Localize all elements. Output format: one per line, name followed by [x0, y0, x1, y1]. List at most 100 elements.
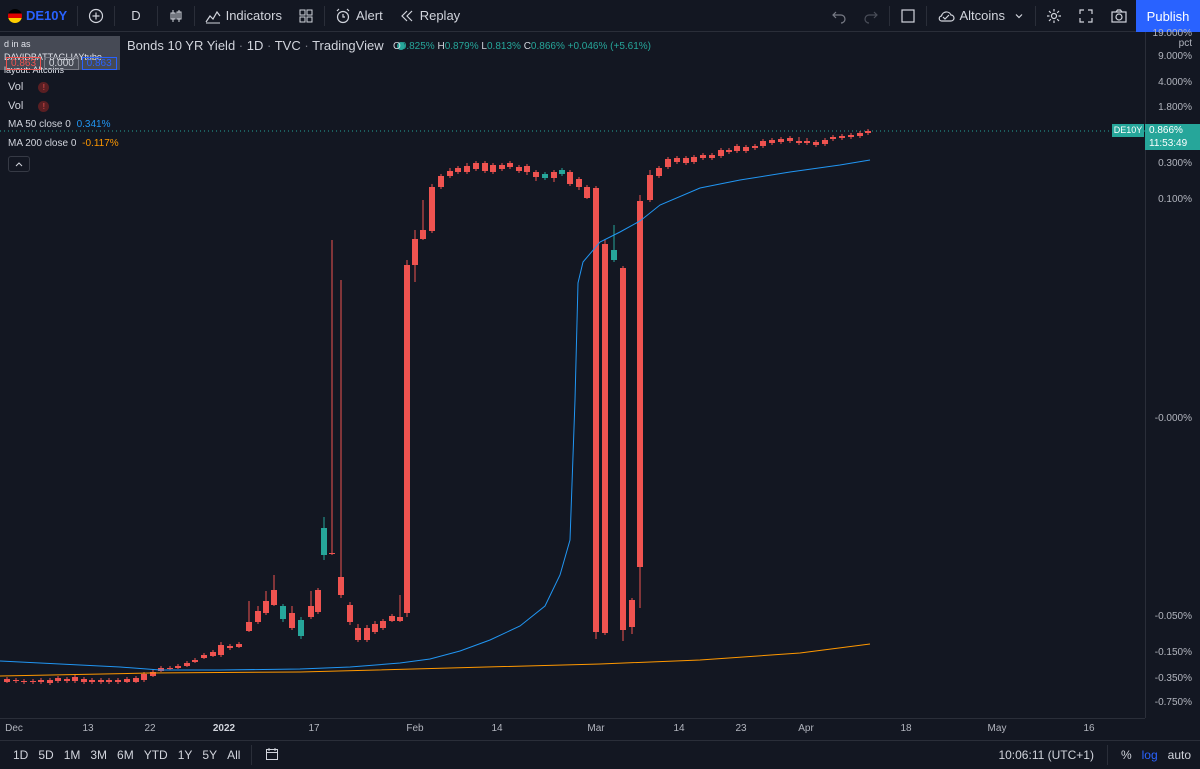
candle-down [482, 163, 488, 171]
candle-down [796, 141, 802, 143]
compare-button[interactable] [80, 0, 112, 32]
candle-up [542, 174, 548, 178]
log-scale-toggle[interactable]: log [1141, 748, 1158, 762]
layout-menu-button[interactable]: Altcoins [929, 0, 1033, 32]
range-6m[interactable]: 6M [117, 748, 134, 762]
ma50-row[interactable]: MA 50 close 0 0.341% [8, 119, 111, 130]
legend-title-row[interactable]: Bonds 10 YR Yield · 1D · TVC · TradingVi… [127, 38, 406, 53]
ma200-line [0, 643, 871, 677]
candle-down [246, 622, 252, 631]
candles-icon [170, 9, 182, 22]
publish-button[interactable]: Publish [1136, 0, 1200, 32]
auto-scale-toggle[interactable]: auto [1167, 748, 1191, 762]
y-tick: -0.050% [1154, 611, 1192, 622]
candle-down [64, 679, 70, 681]
timezone-clock[interactable]: 10:06:11 (UTC+1) [998, 748, 1094, 762]
divider [926, 5, 928, 26]
candle-up [321, 528, 327, 555]
vol-row-2[interactable]: Vol ! [8, 100, 50, 112]
candle-down [192, 660, 198, 662]
symbol-search[interactable]: DE10Y [0, 0, 75, 32]
candle-up [280, 606, 286, 619]
candle-down [656, 168, 662, 176]
grid-icon [299, 9, 313, 22]
y-tick: 19.000% [1152, 28, 1192, 39]
y-tick: -0.350% [1154, 673, 1192, 684]
candle-down [175, 666, 181, 668]
fullscreen-button[interactable] [1070, 0, 1102, 32]
legend-title: Bonds 10 YR Yield [127, 38, 236, 53]
range-all[interactable]: All [227, 748, 241, 762]
candle-down [507, 163, 513, 167]
legend-provider: TradingView [312, 38, 384, 53]
candle-down [271, 590, 277, 605]
layout-name: Altcoins [959, 8, 1005, 23]
candle-down [210, 652, 216, 656]
templates-button[interactable] [290, 0, 322, 32]
candle-down [412, 239, 418, 265]
candle-down [760, 141, 766, 146]
indicators-icon [205, 10, 221, 23]
snapshot-button[interactable] [1102, 0, 1136, 32]
divider [1106, 745, 1108, 765]
candle-down [389, 616, 395, 621]
go-to-date-button[interactable] [260, 747, 284, 764]
candle-down [629, 600, 635, 627]
x-tick: Apr [798, 723, 814, 734]
range-1m[interactable]: 1M [63, 748, 81, 762]
range-3m[interactable]: 3M [90, 748, 108, 762]
candle-down [726, 150, 732, 152]
candle-down [255, 611, 261, 622]
undo-button[interactable] [823, 0, 855, 32]
last-price-value: 0.866% [1145, 124, 1200, 137]
alert-button[interactable]: Alert [327, 0, 391, 32]
fullscreen-icon [1079, 8, 1093, 23]
collapse-legend-button[interactable] [8, 156, 30, 172]
range-5d[interactable]: 5D [38, 748, 54, 762]
candle-down [464, 166, 470, 172]
candle-down [236, 644, 242, 647]
vol-row-1[interactable]: Vol ! [8, 81, 50, 93]
camera-icon [1111, 8, 1127, 23]
ma200-row[interactable]: MA 200 close 0 -0.117% [8, 138, 119, 149]
time-axis[interactable]: Dec 13 22 2022 17 Feb 14 Mar 14 23 Apr 1… [0, 718, 1145, 740]
price-chart[interactable] [0, 32, 1145, 718]
rewind-icon [400, 10, 413, 21]
range-1d[interactable]: 1D [13, 748, 29, 762]
percent-scale-toggle[interactable]: % [1120, 748, 1132, 762]
interval-button[interactable]: D [117, 0, 154, 32]
candle-down [665, 159, 671, 167]
candle-down [13, 680, 19, 681]
bar-countdown: 11:53:49 [1145, 137, 1200, 150]
redo-button[interactable] [855, 0, 887, 32]
candle-down [620, 268, 626, 630]
range-5y[interactable]: 5Y [202, 748, 218, 762]
price-axis[interactable]: 19.000% pct 9.000% 4.000% 1.800% 0.300% … [1145, 28, 1200, 718]
indicators-button[interactable]: Indicators [197, 0, 290, 32]
candle-down [499, 165, 505, 169]
x-tick: 16 [1083, 723, 1095, 734]
chart-type-button[interactable] [160, 0, 192, 32]
candle-down [637, 201, 643, 567]
settings-button[interactable] [1038, 0, 1070, 32]
login-tooltip: d in as DAVIDBATTAGLIAYtube layout: Altc… [0, 36, 120, 75]
candle-down [263, 601, 269, 613]
candle-down [47, 680, 53, 683]
y-unit: pct [1178, 38, 1192, 49]
range-ytd[interactable]: YTD [143, 748, 168, 762]
replay-button[interactable]: Replay [391, 0, 468, 32]
bottom-toolbar: 1D 5D 1M 3M 6M YTD 1Y 5Y All 10:06:11 (U… [0, 740, 1200, 769]
candle-down [593, 188, 599, 632]
replay-label: Replay [419, 8, 461, 23]
candle-down [338, 577, 344, 595]
ohlc-open: 0.825% [400, 41, 435, 52]
range-1y[interactable]: 1Y [177, 748, 193, 762]
candle-down [691, 157, 697, 162]
candle-down [551, 172, 557, 178]
select-layout-button[interactable] [892, 0, 924, 32]
x-tick: 17 [308, 723, 320, 734]
y-tick: 0.300% [1158, 158, 1192, 169]
candle-down [4, 679, 10, 682]
symbol-label: DE10Y [26, 8, 68, 23]
plus-circle-icon [89, 8, 104, 23]
